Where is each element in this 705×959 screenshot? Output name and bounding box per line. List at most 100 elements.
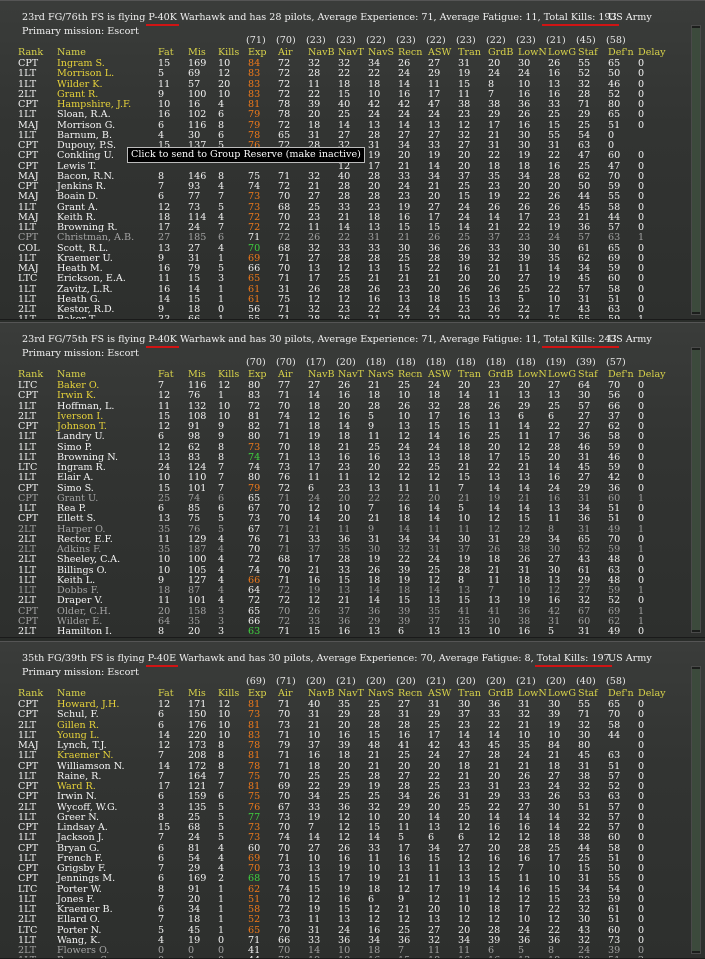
pilot-name[interactable]: Heath M. [57,263,103,274]
column-header-lowg[interactable]: LowG [548,47,577,58]
pilot-name[interactable]: Wycoff, W.G. [57,801,118,813]
pilot-name[interactable]: Lewis T. [57,160,97,172]
pilot-name[interactable]: Rea P. [57,503,87,514]
aircraft-type[interactable]: P-40E [147,653,177,664]
pilot-name[interactable]: Ellett S. [57,513,96,525]
pilot-name[interactable]: Iverson I. [57,410,104,422]
pilot-name[interactable]: Erickson, E.A. [57,273,126,285]
aircraft-type[interactable]: P-40K [148,12,177,23]
column-header-lown[interactable]: LowN [518,688,547,699]
column-header-asw[interactable]: ASW [428,688,452,699]
pilot-name[interactable]: Kestor, R.D. [57,304,115,315]
pilot-name[interactable]: Jennings M. [57,873,116,885]
column-header-navs[interactable]: NavS [368,47,395,58]
pilot-name[interactable]: Grant U. [57,492,99,504]
column-header-navt[interactable]: NavT [338,47,364,58]
column-header-navb[interactable]: NavB [308,47,335,58]
column-header-fat[interactable]: Fat [158,688,174,699]
column-header-tran[interactable]: Tran [458,369,481,380]
column-header-recn[interactable]: Recn [398,688,423,699]
pilot-name[interactable]: Draper V. [57,595,103,607]
scrollbar-thumb[interactable] [692,28,700,312]
pilot-name[interactable]: Zavitz, L.R. [57,283,113,295]
pilot-name[interactable]: Browning R. [57,222,118,233]
pilot-list-scrollbar[interactable] [691,25,701,315]
pilot-name[interactable]: Wilder E. [57,615,103,627]
column-header-name[interactable]: Name [57,688,86,699]
column-header-air[interactable]: Air [278,688,293,699]
pilot-name[interactable]: Scott, R.L. [57,242,109,254]
pilot-name[interactable]: Johnson T. [57,421,107,432]
pilot-name[interactable]: Jones F. [57,893,95,905]
pilot-name[interactable]: Older, C.H. [57,605,111,617]
column-header-delay[interactable]: Delay [638,688,666,699]
pilot-name[interactable]: Lynch, T.J. [57,740,107,751]
pilot-name[interactable]: Porter N. [57,924,102,936]
pilot-name[interactable]: Gillen R. [57,719,100,731]
pilot-name[interactable]: Simo S. [57,482,94,494]
column-header-kills[interactable]: Kills [218,688,240,699]
pilot-name[interactable]: Ellard O. [57,914,100,926]
column-header-staf[interactable]: Staf [578,369,598,380]
pilot-name[interactable]: Harper O. [57,523,106,535]
pilot-name[interactable]: Ward R. [57,781,96,792]
pilot-name[interactable]: Porter W. [57,883,102,895]
pilot-name[interactable]: Greer N. [57,811,100,823]
column-header-grdb[interactable]: GrdB [488,688,514,699]
column-header-air[interactable]: Air [278,47,293,58]
pilot-name[interactable]: Rector, E.F. [57,533,113,545]
column-header-navs[interactable]: NavS [368,369,395,380]
pilot-name[interactable]: Howard, J.H. [57,699,120,710]
primary-mission[interactable]: Primary mission: Escort [22,348,139,359]
pilot-name[interactable]: Sheeley, C.A. [57,554,121,566]
pilot-list-scrollbar[interactable] [691,666,701,954]
column-header-recn[interactable]: Recn [398,47,423,58]
column-header-defn[interactable]: Def'n [608,47,634,58]
pilot-name[interactable]: Landry U. [57,431,105,443]
column-header-delay[interactable]: Delay [638,47,666,58]
column-header-defn[interactable]: Def'n [608,369,634,380]
column-header-grdb[interactable]: GrdB [488,47,514,58]
pilot-list-scrollbar[interactable] [691,347,701,633]
pilot-name[interactable]: Browning N. [57,451,119,463]
pilot-name[interactable]: Raine, R. [57,770,102,782]
pilot-name[interactable]: Grigsby F. [57,863,107,874]
column-header-lown[interactable]: LowN [518,369,547,380]
pilot-name[interactable]: Hampshire, J.F. [57,99,132,110]
column-header-mis[interactable]: Mis [188,688,206,699]
column-header-mis[interactable]: Mis [188,369,206,380]
pilot-name[interactable]: Elair A. [57,472,94,484]
column-header-exp[interactable]: Exp [248,688,267,699]
pilot-name[interactable]: Bryan G. [57,842,100,854]
column-header-rank[interactable]: Rank [18,47,44,58]
pilot-name[interactable]: Schul, F. [57,709,99,721]
column-header-navb[interactable]: NavB [308,688,335,699]
pilot-name[interactable]: Irwin K. [57,390,97,402]
pilot-name[interactable]: Heath G. [57,293,101,305]
pilot-name[interactable]: Flowers O. [57,945,110,956]
pilot-name[interactable]: Kraemer B. [57,904,113,915]
pilot-name[interactable]: Sloan, R.A. [57,109,111,121]
pilot-name[interactable]: Ingram S. [57,58,105,69]
pilot-name[interactable]: Jackson J. [57,832,104,844]
column-header-air[interactable]: Air [278,369,293,380]
column-header-mis[interactable]: Mis [188,47,206,58]
pilot-name[interactable]: Hoffman, L. [57,400,115,412]
pilot-name[interactable]: Dobbs F. [57,585,99,596]
scrollbar-thumb[interactable] [692,350,700,630]
pilot-name[interactable]: Keith R. [57,211,97,223]
scrollbar-thumb[interactable] [692,669,700,951]
pilot-name[interactable]: Conkling U. [57,150,114,162]
column-header-exp[interactable]: Exp [248,47,267,58]
pilot-name[interactable]: Adkins F. [57,544,102,555]
column-header-grdb[interactable]: GrdB [488,369,514,380]
pilot-name[interactable]: Simo P. [57,441,93,453]
pilot-name[interactable]: Jenkins R. [57,181,107,192]
column-header-asw[interactable]: ASW [428,369,452,380]
primary-mission[interactable]: Primary mission: Escort [22,667,139,678]
pilot-name[interactable]: Kraemer U. [57,252,113,264]
column-header-delay[interactable]: Delay [638,369,666,380]
column-header-staf[interactable]: Staf [578,47,598,58]
column-header-navs[interactable]: NavS [368,688,395,699]
column-header-exp[interactable]: Exp [248,369,267,380]
